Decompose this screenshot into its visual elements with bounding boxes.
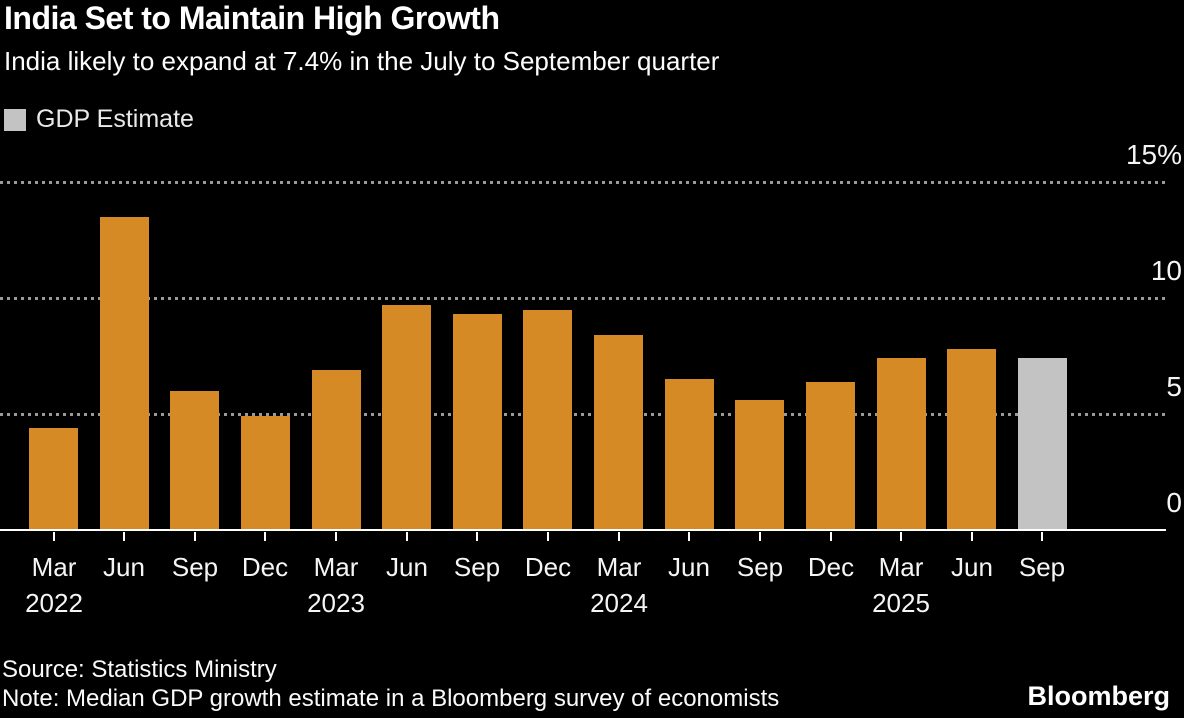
y-axis-label-15: 15% <box>1125 139 1182 170</box>
x-axis-tick <box>264 532 266 541</box>
chart-title: India Set to Maintain High Growth <box>4 0 500 36</box>
note-text: Note: Median GDP growth estimate in a Bl… <box>2 685 780 712</box>
chart-subtitle: India likely to expand at 7.4% in the Ju… <box>4 46 720 76</box>
bar-dec-2023[interactable] <box>523 310 572 530</box>
x-axis-tick <box>335 532 337 541</box>
x-axis-tick <box>971 532 973 541</box>
y-axis-label-5: 5 <box>1166 371 1182 402</box>
x-axis-tick <box>618 532 620 541</box>
x-tick-label-sep-2025: Sep <box>1018 552 1066 582</box>
x-tick-label-jun-2022: Jun <box>103 552 145 582</box>
bar-mar-2023[interactable] <box>312 370 361 530</box>
bar-sep-2022[interactable] <box>170 391 219 530</box>
bar-sep-2023[interactable] <box>453 314 502 530</box>
bar-sep-2025-estimate[interactable] <box>1018 358 1067 530</box>
x-axis-tick <box>759 532 761 541</box>
bar-jun-2025[interactable] <box>947 349 996 530</box>
x-tick-label-jun-2023: Jun <box>386 552 428 582</box>
x-tick-label-jun-2025: Jun <box>951 552 993 582</box>
x-axis-tick <box>476 532 478 541</box>
x-axis-baseline <box>0 529 1166 531</box>
x-axis-tick <box>406 532 408 541</box>
x-axis-tick <box>194 532 196 541</box>
x-axis-tick <box>123 532 125 541</box>
bar-dec-2022[interactable] <box>241 416 290 530</box>
x-tick-label-mar-2023: Mar <box>313 552 359 582</box>
x-axis-tick <box>547 532 549 541</box>
legend-swatch-gdp-estimate <box>4 108 26 131</box>
bar-jun-2024[interactable] <box>665 379 714 530</box>
x-axis-tick <box>688 532 690 541</box>
x-tick-label-dec-2023: Dec <box>524 552 572 582</box>
legend-label: GDP Estimate <box>36 105 194 133</box>
x-year-label-2022: 2022 <box>25 588 83 618</box>
bloomberg-logo: Bloomberg <box>1027 681 1170 711</box>
x-tick-label-mar-2025: Mar <box>878 552 924 582</box>
x-axis-tick <box>830 532 832 541</box>
bar-mar-2024[interactable] <box>594 335 643 530</box>
x-axis-tick <box>53 532 55 541</box>
source-text: Source: Statistics Ministry <box>2 656 277 683</box>
x-axis-tick <box>900 532 902 541</box>
bar-sep-2024[interactable] <box>735 400 784 530</box>
y-axis-label-0: 0 <box>1166 487 1182 518</box>
x-tick-label-sep-2022: Sep <box>171 552 219 582</box>
gridline-15-percent <box>0 181 1166 184</box>
bar-mar-2025[interactable] <box>877 358 926 530</box>
bar-dec-2024[interactable] <box>806 382 855 530</box>
x-tick-label-dec-2024: Dec <box>807 552 855 582</box>
x-year-label-2023: 2023 <box>307 588 365 618</box>
x-axis-tick <box>1041 532 1043 541</box>
y-axis-label-10: 10 <box>1150 255 1182 286</box>
x-year-label-2025: 2025 <box>872 588 930 618</box>
gridline-5-percent <box>0 413 1166 416</box>
bar-jun-2022[interactable] <box>100 217 149 530</box>
bar-jun-2023[interactable] <box>382 305 431 530</box>
x-tick-label-dec-2022: Dec <box>241 552 289 582</box>
x-tick-label-jun-2024: Jun <box>668 552 710 582</box>
x-tick-label-mar-2022: Mar <box>31 552 77 582</box>
x-tick-label-mar-2024: Mar <box>596 552 642 582</box>
x-tick-label-sep-2023: Sep <box>453 552 501 582</box>
x-year-label-2024: 2024 <box>590 588 648 618</box>
bar-mar-2022[interactable] <box>29 428 78 530</box>
legend: GDP Estimate <box>4 105 194 134</box>
x-tick-label-sep-2024: Sep <box>736 552 784 582</box>
gridline-10-percent <box>0 297 1166 300</box>
